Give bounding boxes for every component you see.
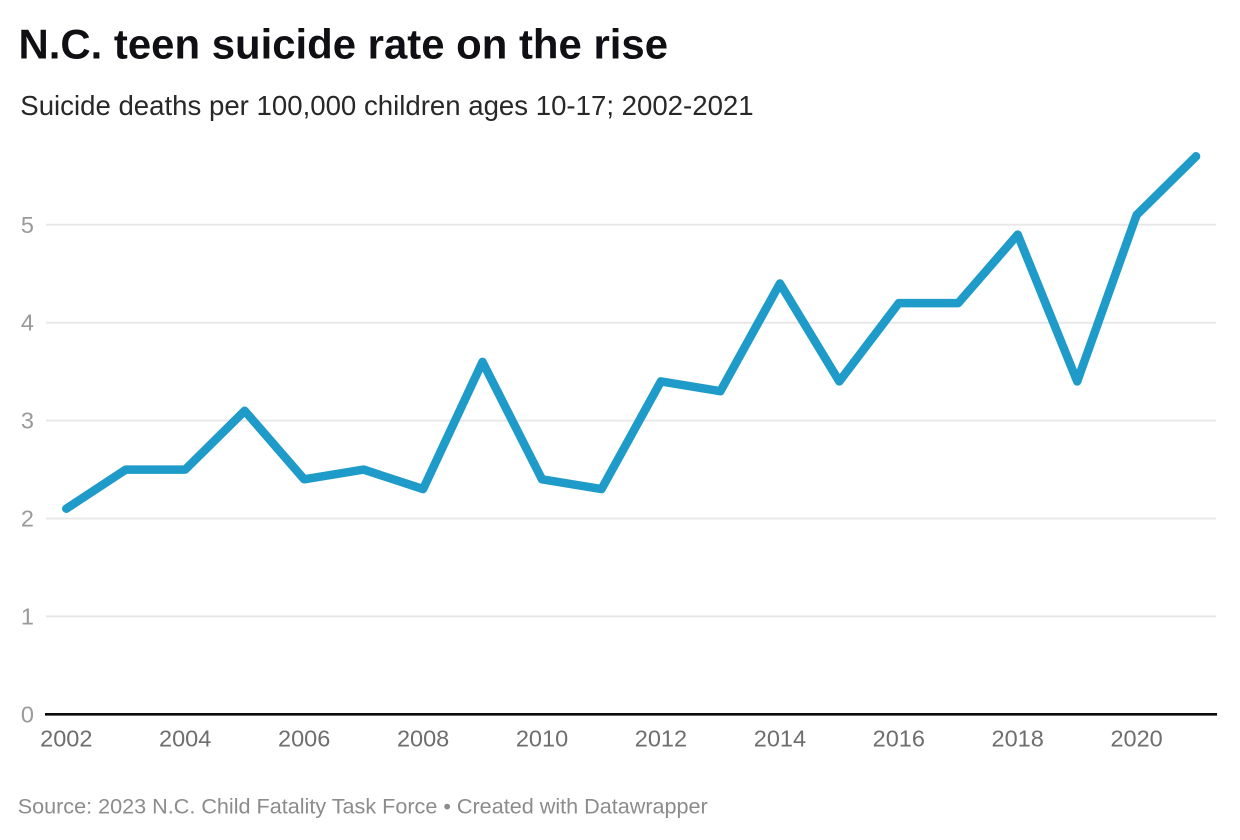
svg-text:2020: 2020 [1110, 726, 1162, 752]
svg-text:2018: 2018 [992, 726, 1044, 752]
svg-text:5: 5 [21, 212, 34, 238]
svg-text:2: 2 [21, 506, 34, 532]
svg-text:2004: 2004 [159, 726, 211, 752]
svg-text:4: 4 [21, 310, 34, 336]
svg-text:2016: 2016 [873, 726, 925, 752]
svg-text:N.C. teen suicide rate on the: N.C. teen suicide rate on the rise [19, 21, 669, 68]
svg-text:2008: 2008 [397, 726, 449, 752]
svg-text:3: 3 [21, 408, 34, 434]
svg-text:2012: 2012 [635, 726, 687, 752]
svg-text:2014: 2014 [754, 726, 806, 752]
svg-text:0: 0 [21, 701, 34, 727]
svg-text:2006: 2006 [278, 726, 330, 752]
svg-text:Suicide deaths per 100,000 chi: Suicide deaths per 100,000 children ages… [20, 90, 753, 121]
svg-text:1: 1 [21, 603, 34, 629]
svg-text:Source: 2023 N.C. Child Fatali: Source: 2023 N.C. Child Fatality Task Fo… [18, 793, 708, 818]
svg-text:2002: 2002 [40, 726, 92, 752]
svg-text:2010: 2010 [516, 726, 568, 752]
